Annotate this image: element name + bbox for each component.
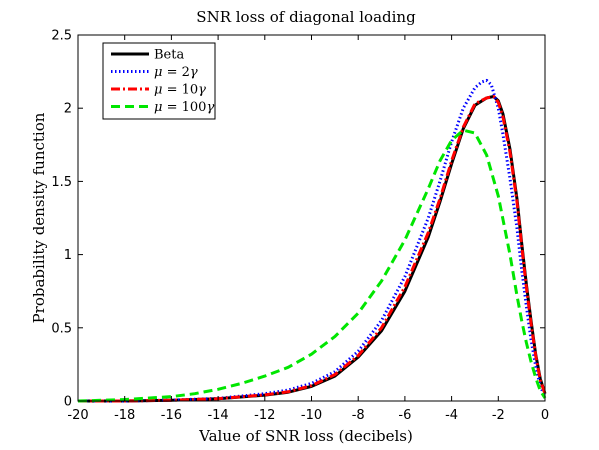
x-tick-label: -4 <box>445 408 458 423</box>
x-tick-label: -14 <box>207 408 228 423</box>
legend-label-part: γ <box>206 100 214 115</box>
x-tick-label: -20 <box>67 408 88 423</box>
y-tick-label: 0 <box>64 395 72 410</box>
legend-box <box>102 42 216 120</box>
legend-label-part: γ <box>198 83 206 98</box>
legend-label-part: = 2 <box>162 65 189 80</box>
legend-label-part: μ <box>154 100 162 115</box>
legend-label-2: μ = 2γ <box>154 65 198 80</box>
x-tick-label: -12 <box>254 408 275 423</box>
legend-label-3: μ = 10γ <box>154 83 206 98</box>
x-axis-label: Value of SNR loss (decibels) <box>198 427 413 445</box>
x-tick-label: 0 <box>541 408 549 423</box>
y-axis-label: Probability density function <box>30 112 48 323</box>
legend-label-1: Beta <box>154 48 184 63</box>
legend-label-part: = 100 <box>162 100 206 115</box>
axis-ticks: -20 -18 -16 -14 -12 -10 -8 -6 -4 -2 000.511.522.5 <box>51 29 549 424</box>
x-tick-label: -8 <box>352 408 365 423</box>
y-tick-label: 0.5 <box>51 321 72 336</box>
y-tick-label: 2.5 <box>51 29 72 44</box>
x-tick-label: -2 <box>492 408 505 423</box>
series-line-4 <box>77 128 547 403</box>
y-tick-label: 1.5 <box>51 175 72 190</box>
x-tick-label: -6 <box>398 408 411 423</box>
legend-label-part: = 10 <box>162 83 198 98</box>
legend-label-part: μ <box>154 83 162 98</box>
legend-label-part: Beta <box>154 48 184 63</box>
legend-label-4: μ = 100γ <box>154 100 214 115</box>
x-tick-label: -18 <box>114 408 135 423</box>
x-tick-label: -10 <box>301 408 322 423</box>
x-tick-label: -16 <box>161 408 182 423</box>
y-tick-label: 2 <box>64 102 72 117</box>
chart-title: SNR loss of diagonal loading <box>196 8 416 26</box>
y-tick-label: 1 <box>64 248 72 263</box>
plot-area <box>77 78 547 403</box>
legend-label-part: μ <box>154 65 162 80</box>
legend-label-part: γ <box>190 65 198 80</box>
